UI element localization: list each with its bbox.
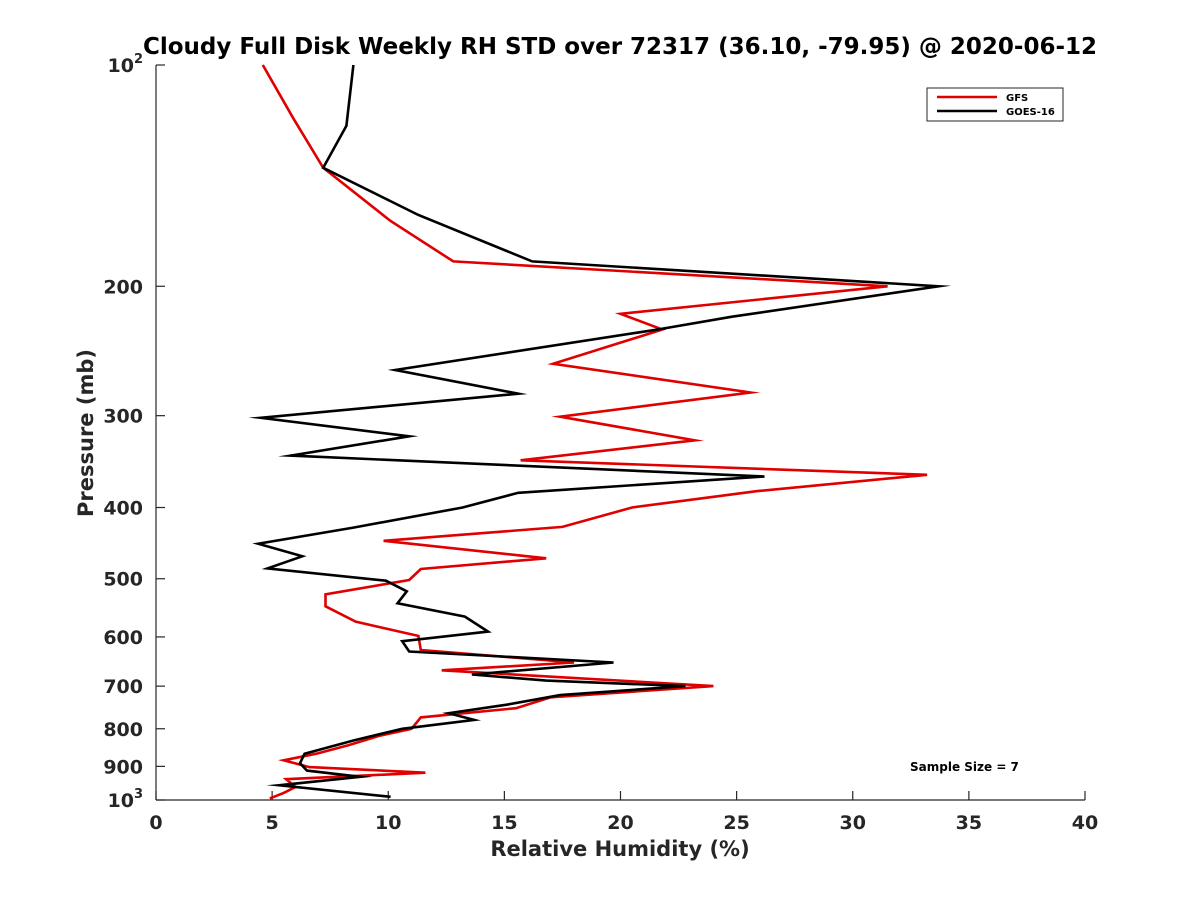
- x-tick-label: 10: [375, 812, 401, 834]
- chart-title: Cloudy Full Disk Weekly RH STD over 7231…: [143, 34, 1097, 60]
- legend-label-goes16: GOES-16: [1006, 107, 1055, 118]
- plot-area: 0 5 10 15 20 25 30 35 40 10220030040050060070080…: [103, 52, 1098, 834]
- legend-box: [926, 87, 1064, 122]
- series-lines: [248, 64, 952, 800]
- x-tick-label: 15: [491, 812, 517, 834]
- y-tick-label: 300: [103, 406, 143, 428]
- y-tick-label: 200: [103, 276, 143, 298]
- x-tick-label: 5: [266, 812, 279, 834]
- y-tick-label: 600: [103, 627, 143, 649]
- x-tick-label: 30: [840, 812, 866, 834]
- y-tick-exponent: 3: [134, 787, 143, 802]
- y-tick-label: 500: [103, 569, 143, 591]
- legend: GFS GOES-16: [926, 87, 1064, 122]
- x-tick-label: 40: [1072, 812, 1098, 834]
- x-tick-label: 25: [723, 812, 749, 834]
- y-tick-label: 103: [108, 787, 144, 812]
- y-axis-label: Pressure (mb): [74, 349, 98, 517]
- y-tick-label: 102: [108, 52, 144, 77]
- x-axis-label: Relative Humidity (%): [490, 837, 749, 861]
- y-tick-label: 400: [103, 498, 143, 520]
- x-tick-label: 20: [607, 812, 633, 834]
- legend-label-gfs: GFS: [1006, 93, 1028, 104]
- series-line-goes-16: [248, 64, 952, 799]
- y-tick-base: 10: [108, 55, 134, 77]
- y-tick-label: 700: [103, 676, 143, 698]
- sample-size-annotation: Sample Size = 7: [910, 760, 1019, 774]
- y-tick-label: 900: [103, 756, 143, 778]
- y-tick-exponent: 2: [134, 52, 143, 67]
- y-tick-label: 800: [103, 719, 143, 741]
- x-tick-label: 0: [149, 812, 162, 834]
- x-axis-ticks: 0 5 10 15 20 25 30 35 40: [149, 791, 1098, 834]
- x-tick-label: 35: [956, 812, 982, 834]
- y-tick-base: 10: [108, 790, 134, 812]
